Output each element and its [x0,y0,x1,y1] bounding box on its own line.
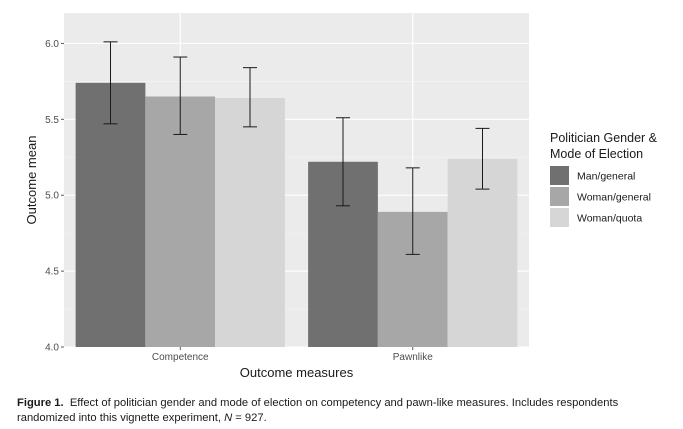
legend-label: Woman/general [577,192,651,204]
legend-key [550,166,569,185]
y-tick-label: 5.5 [45,115,59,126]
y-tick-label: 6.0 [45,39,59,50]
bar [145,96,216,347]
legend-key [550,187,569,206]
y-tick-label: 5.0 [45,191,59,202]
legend-title: Mode of Election [550,147,643,161]
bar [75,82,146,347]
bar-chart: 4.0 4.5 5.0 5.5 6.0 Competence Pawnlike Outcome… [24,13,658,380]
caption-label: Figure 1. [17,397,64,409]
x-axis-title: Outcome measures [240,365,354,380]
caption-n-symbol: N [224,412,233,424]
legend-title: Politician Gender & [550,131,658,145]
legend-label: Woman/quota [577,213,642,225]
legend-label: Man/general [577,171,635,183]
y-tick-label: 4.0 [45,343,59,354]
y-axis-title: Outcome mean [24,136,39,225]
figure-caption: Figure 1. Effect of politician gender an… [17,396,677,426]
x-tick-label: Pawnlike [393,352,433,363]
y-tick-label: 4.5 [45,267,59,278]
legend-key [550,208,569,227]
bar [215,98,285,347]
caption-n-value: = 927. [232,412,267,424]
caption-text: Effect of politician gender and mode of … [17,397,619,424]
bar [447,158,518,347]
x-tick-label: Competence [152,352,209,363]
